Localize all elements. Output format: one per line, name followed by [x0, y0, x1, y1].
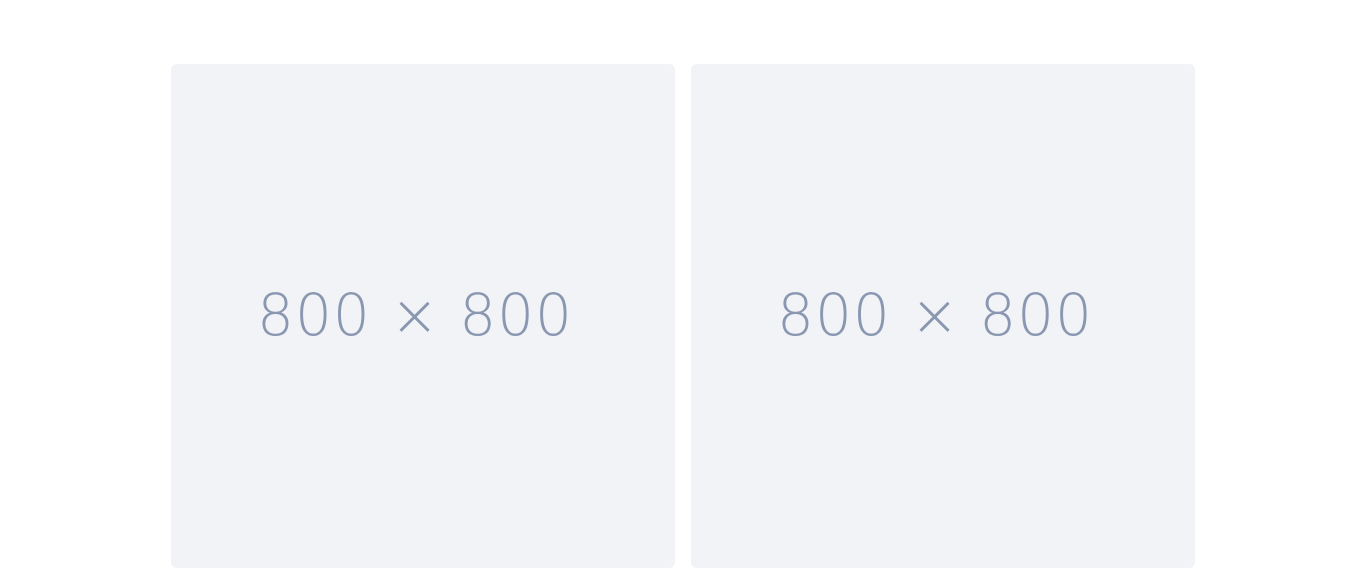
image-placeholder[interactable]: 800 × 800 [171, 64, 675, 568]
image-placeholder-label: 800 × 800 [777, 281, 1093, 349]
image-gallery: 800 × 800 800 × 800 [171, 64, 1195, 568]
image-placeholder-label: 800 × 800 [257, 281, 573, 349]
image-placeholder[interactable]: 800 × 800 [691, 64, 1195, 568]
